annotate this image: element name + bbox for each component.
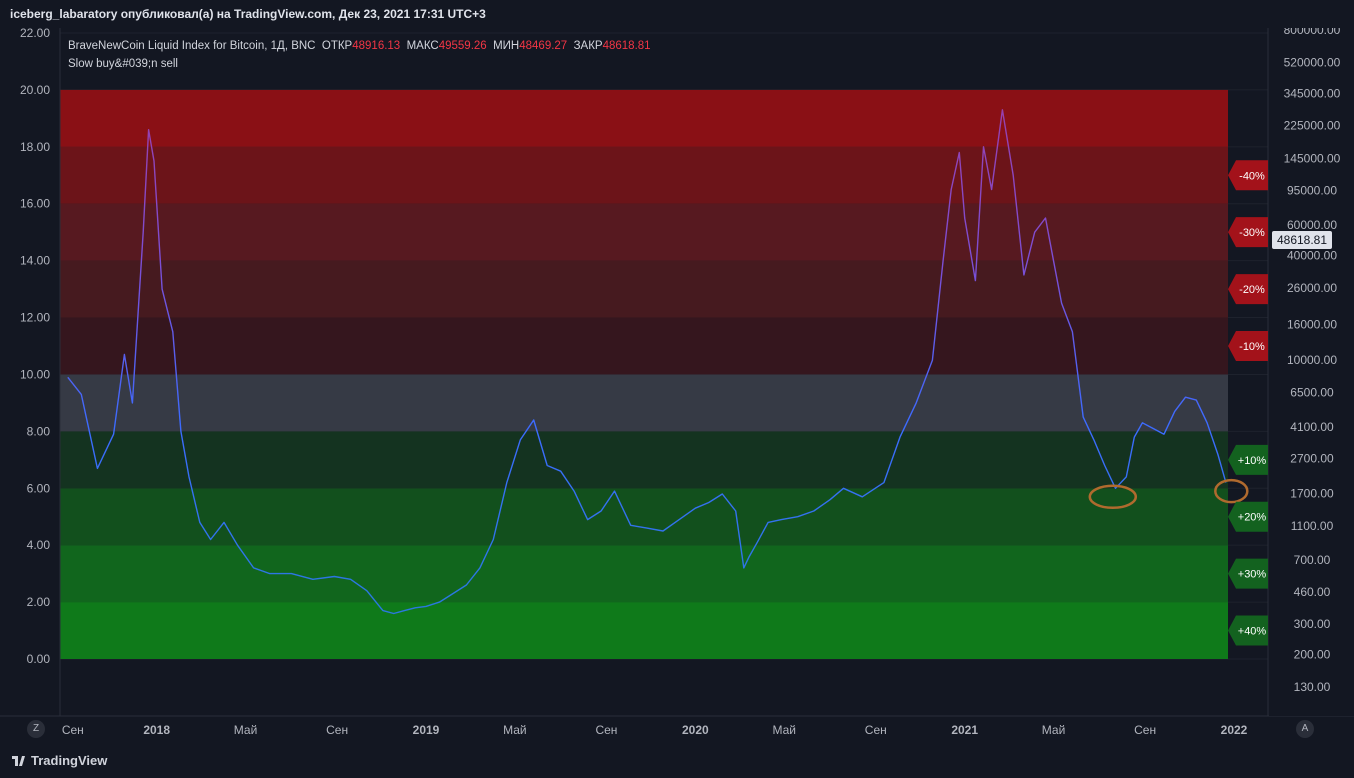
left-axis-tick-label: 14.00	[20, 254, 50, 268]
left-axis-tick-label: 20.00	[20, 83, 50, 97]
time-axis-tick-label: Сен	[595, 723, 617, 737]
publication-header: iceberg_labaratory опубликовал(а) на Tra…	[0, 0, 1354, 28]
time-axis-tick-label: Сен	[865, 723, 887, 737]
left-axis-tick-label: 16.00	[20, 197, 50, 211]
legend-close-value: 48618.81	[602, 40, 651, 52]
band-label-text: -40%	[1239, 170, 1265, 182]
right-axis-tick-label: 10000.00	[1287, 353, 1337, 367]
right-axis-tick-label: 460.00	[1294, 585, 1331, 599]
band-label-text: -20%	[1239, 284, 1265, 296]
legend-line-1: BraveNewCoin Liquid Index for Bitcoin, 1…	[68, 37, 651, 55]
time-axis-tick-label: 2021	[951, 723, 978, 737]
left-axis-tick-label: 10.00	[20, 367, 50, 381]
band-label-flag	[1228, 331, 1268, 361]
zone-band	[60, 431, 1228, 489]
auto-scale-right-button[interactable]: A	[1296, 720, 1314, 738]
zone-band	[60, 203, 1228, 261]
right-axis-tick-label: 130.00	[1294, 680, 1331, 694]
time-axis-tick-label: Май	[234, 723, 258, 737]
right-axis-tick-label: 1700.00	[1290, 486, 1334, 500]
band-label-text: +40%	[1238, 626, 1267, 638]
right-axis-tick-label: 520000.00	[1284, 55, 1341, 69]
zone-band	[60, 602, 1228, 659]
time-axis-tick-label: 2022	[1221, 723, 1248, 737]
tradingview-logo-text: TradingView	[31, 753, 108, 768]
right-axis-tick-label: 2700.00	[1290, 452, 1334, 466]
zone-band	[60, 488, 1228, 546]
band-label-flag	[1228, 274, 1268, 305]
right-axis-tick-label: 200.00	[1294, 648, 1331, 662]
left-axis-tick-label: 18.00	[20, 140, 50, 154]
band-label-text: -30%	[1239, 227, 1265, 239]
right-axis-tick-label: 40000.00	[1287, 249, 1337, 263]
zone-band	[60, 260, 1228, 318]
left-axis-tick-label: 12.00	[20, 311, 50, 325]
band-label-text: +10%	[1238, 455, 1267, 467]
highlight-ellipse	[1088, 484, 1138, 510]
time-axis-tick-label: Май	[503, 723, 527, 737]
band-label-flag	[1228, 501, 1268, 532]
band-label-text: -10%	[1239, 341, 1265, 353]
chart-legend: BraveNewCoin Liquid Index for Bitcoin, 1…	[68, 37, 651, 73]
legend-low-label: МИН	[493, 40, 520, 52]
time-axis-tick-label: 2020	[682, 723, 709, 737]
right-axis-tick-label: 1100.00	[1291, 519, 1334, 533]
band-label-text: +30%	[1238, 569, 1267, 581]
highlight-ellipse	[1214, 478, 1249, 504]
right-axis-tick-label: 6500.00	[1290, 385, 1334, 399]
right-axis-tick-label: 4100.00	[1290, 420, 1334, 434]
right-axis-tick-label: 300.00	[1294, 617, 1331, 631]
left-axis-tick-label: 8.00	[27, 424, 51, 438]
band-label-flag	[1228, 160, 1268, 191]
price-label-text: 48618.81	[1277, 233, 1327, 247]
left-axis-tick-label: 22.00	[20, 28, 50, 40]
legend-symbol: BraveNewCoin Liquid Index for Bitcoin, 1…	[68, 40, 316, 52]
right-axis-tick-label: 225000.00	[1284, 119, 1341, 133]
legend-close-label: ЗАКР	[573, 40, 603, 52]
price-label-box	[1272, 231, 1332, 249]
right-axis-tick-label: 16000.00	[1287, 318, 1337, 332]
legend-low-value: 48469.27	[519, 40, 568, 52]
right-axis-background	[1269, 28, 1354, 716]
time-axis-tick-label: Май	[772, 723, 796, 737]
right-axis-tick-label: 26000.00	[1287, 281, 1337, 295]
zone-band	[60, 146, 1228, 204]
slow-buy-sell-line	[67, 109, 1227, 615]
chart-canvas[interactable]: 0.00 2.00 4.00 6.00 8.00 10.00 12.00 14.00 16.00…	[0, 28, 1354, 744]
band-label-flag	[1228, 217, 1268, 248]
legend-indicator: Slow buy&#039;n sell	[68, 58, 178, 70]
tradingview-logo[interactable]: TradingView	[12, 753, 107, 768]
right-axis-tick-label: 60000.00	[1287, 218, 1337, 232]
time-axis-tick-label: Сен	[62, 723, 84, 737]
band-label-flag	[1228, 444, 1268, 475]
time-axis-tick-label: Май	[1042, 723, 1066, 737]
right-axis-tick-label: 800000.00	[1284, 28, 1341, 37]
band-label-flag	[1228, 615, 1268, 646]
tradingview-logo-icon	[12, 756, 25, 766]
right-axis-tick-label: 700.00	[1294, 553, 1331, 567]
right-axis-tick-label: 95000.00	[1287, 183, 1337, 197]
right-axis-tick-label: 345000.00	[1284, 86, 1341, 100]
time-axis-tick-label: 2018	[143, 723, 170, 737]
legend-open-value: 48916.13	[352, 40, 401, 52]
band-label-flag	[1228, 558, 1268, 589]
time-axis-tick-label: 2019	[413, 723, 440, 737]
legend-high-label: МАКС	[406, 40, 439, 52]
zone-band	[60, 545, 1228, 603]
legend-open-label: ОТКР	[321, 40, 353, 52]
left-axis-tick-label: 6.00	[27, 481, 51, 495]
footer: TradingView	[0, 744, 1354, 778]
left-axis-tick-label: 0.00	[27, 652, 51, 666]
left-axis-tick-label: 2.00	[27, 595, 51, 609]
zone-band	[60, 317, 1228, 375]
legend-high-value: 49559.26	[438, 40, 487, 52]
zone-band	[60, 374, 1228, 432]
left-axis-tick-label: 4.00	[27, 538, 51, 552]
band-label-text: +20%	[1238, 512, 1267, 524]
right-axis-tick-label: 145000.00	[1284, 152, 1341, 166]
zone-band	[60, 89, 1228, 147]
auto-scale-left-button[interactable]: Z	[27, 720, 45, 738]
time-axis-tick-label: Сен	[326, 723, 348, 737]
time-axis-tick-label: Сен	[1134, 723, 1156, 737]
